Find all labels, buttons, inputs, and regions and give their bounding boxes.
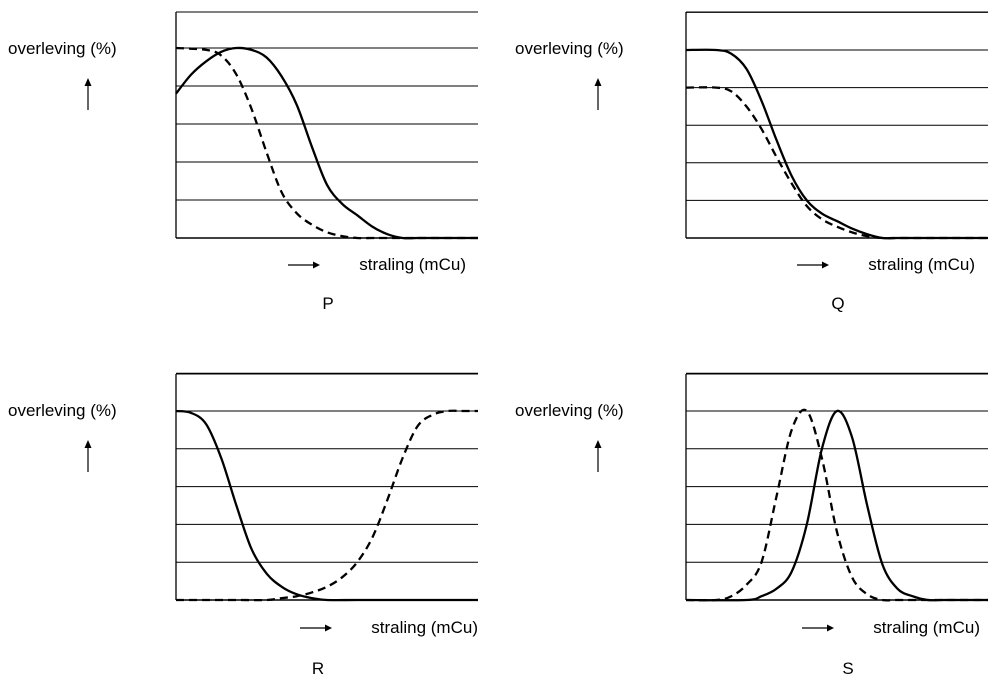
y-arrow-head [84, 440, 92, 448]
chart-panel-s: overleving (%) straling (mCu) S [515, 372, 988, 678]
series-line-solid [685, 48, 988, 240]
series-line-solid [685, 409, 988, 602]
series-line-dashed [175, 46, 478, 240]
chart-panel-r: overleving (%) straling (mCu) R [8, 372, 478, 678]
series-line-dashed [175, 409, 478, 602]
y-arrow-head [594, 440, 602, 448]
panel-label: S [842, 659, 853, 678]
panel-label: P [322, 294, 333, 313]
x-axis-label: straling (mCu) [371, 618, 478, 637]
x-arrow-head [313, 261, 320, 269]
series-line-dashed [685, 408, 988, 602]
panel-label: Q [831, 294, 844, 313]
y-axis-label: overleving (%) [8, 401, 117, 420]
x-axis-label: straling (mCu) [873, 618, 980, 637]
y-axis-label: overleving (%) [8, 39, 117, 58]
panel-label: R [312, 659, 324, 678]
y-axis-label: overleving (%) [515, 39, 624, 58]
x-axis-label: straling (mCu) [868, 255, 975, 274]
chart-panel-p: overleving (%) straling (mCu) P [8, 11, 478, 313]
x-axis-label: straling (mCu) [359, 255, 466, 274]
series-line-dashed [685, 86, 988, 240]
chart-panel-q: overleving (%) straling (mCu) Q [515, 11, 988, 313]
x-arrow-head [827, 624, 834, 632]
series-line-solid [175, 46, 478, 240]
y-arrow-head [594, 78, 602, 86]
x-arrow-head [822, 261, 829, 269]
x-arrow-head [325, 624, 332, 632]
y-axis-label: overleving (%) [515, 401, 624, 420]
y-arrow-head [84, 78, 92, 86]
series-line-solid [175, 409, 478, 602]
